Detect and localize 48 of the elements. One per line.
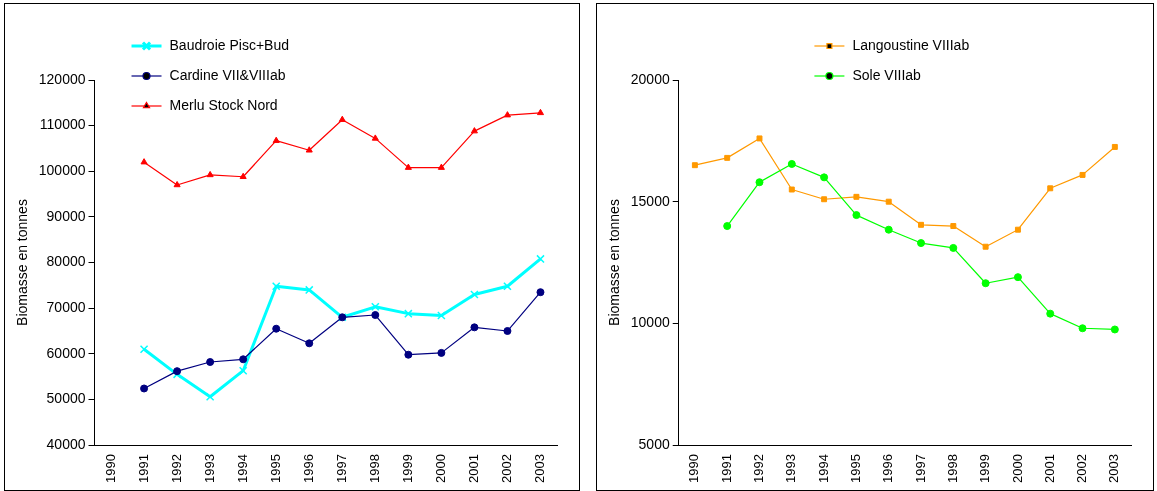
- y-tick-label: 10000: [630, 314, 670, 331]
- x-tick-label: 1998: [944, 454, 960, 483]
- y-axis-title: Biomasse en tonnes: [606, 199, 623, 326]
- y-tick-label: 60000: [46, 344, 86, 361]
- y-tick-label: 40000: [46, 435, 86, 452]
- x-tick-label: 2000: [1009, 454, 1025, 483]
- x-tick-label: 1993: [783, 454, 799, 483]
- x-tick-label: 1991: [718, 454, 734, 483]
- y-tick-label: 70000: [46, 299, 86, 316]
- x-tick-label: 2001: [1041, 454, 1057, 483]
- legend-label: Merlu Stock Nord: [169, 96, 278, 113]
- x-tick-label: 1999: [399, 454, 415, 483]
- x-tick-label: 1993: [201, 454, 217, 483]
- x-tick-label: 2003: [1106, 454, 1122, 483]
- x-tick-label: 1998: [366, 454, 382, 483]
- y-tick-label: 120000: [38, 70, 86, 87]
- x-tick-label: 1996: [880, 454, 896, 483]
- x-tick-label: 2002: [1074, 454, 1090, 483]
- legend-label: Sole VIIIab: [852, 66, 922, 83]
- y-tick-label: 15000: [630, 192, 670, 209]
- legend-label: Langoustine VIIIab: [852, 36, 970, 53]
- x-tick-label: 1990: [102, 454, 118, 483]
- x-tick-label: 1997: [333, 454, 349, 483]
- y-tick-label: 100000: [38, 162, 86, 179]
- y-axis-title: Biomasse en tonnes: [14, 199, 31, 326]
- x-tick-label: 1994: [234, 454, 250, 483]
- x-tick-label: 1992: [751, 454, 767, 483]
- x-tick-label: 1999: [977, 454, 993, 483]
- x-tick-label: 1995: [847, 454, 863, 483]
- x-tick-label: 2003: [532, 454, 548, 483]
- y-tick-label: 80000: [46, 253, 86, 270]
- x-tick-label: 1992: [168, 454, 184, 483]
- legend-label: Baudroie Pisc+Bud: [169, 36, 289, 53]
- x-tick-label: 2001: [465, 454, 481, 483]
- x-tick-label: 1991: [135, 454, 151, 483]
- x-tick-label: 1990: [686, 454, 702, 483]
- x-tick-label: 2000: [432, 454, 448, 483]
- legend-label: Cardine VII&VIIIab: [169, 66, 286, 83]
- x-tick-label: 1997: [912, 454, 928, 483]
- x-tick-label: 1994: [815, 454, 831, 483]
- y-tick-label: 110000: [39, 116, 86, 133]
- y-tick-label: 50000: [46, 390, 86, 407]
- y-tick-label: 20000: [630, 70, 670, 87]
- x-tick-label: 1996: [300, 454, 316, 483]
- x-tick-label: 2002: [499, 454, 515, 483]
- x-tick-label: 1995: [267, 454, 283, 483]
- y-tick-label: 90000: [46, 207, 86, 224]
- y-tick-label: 5000: [638, 435, 670, 452]
